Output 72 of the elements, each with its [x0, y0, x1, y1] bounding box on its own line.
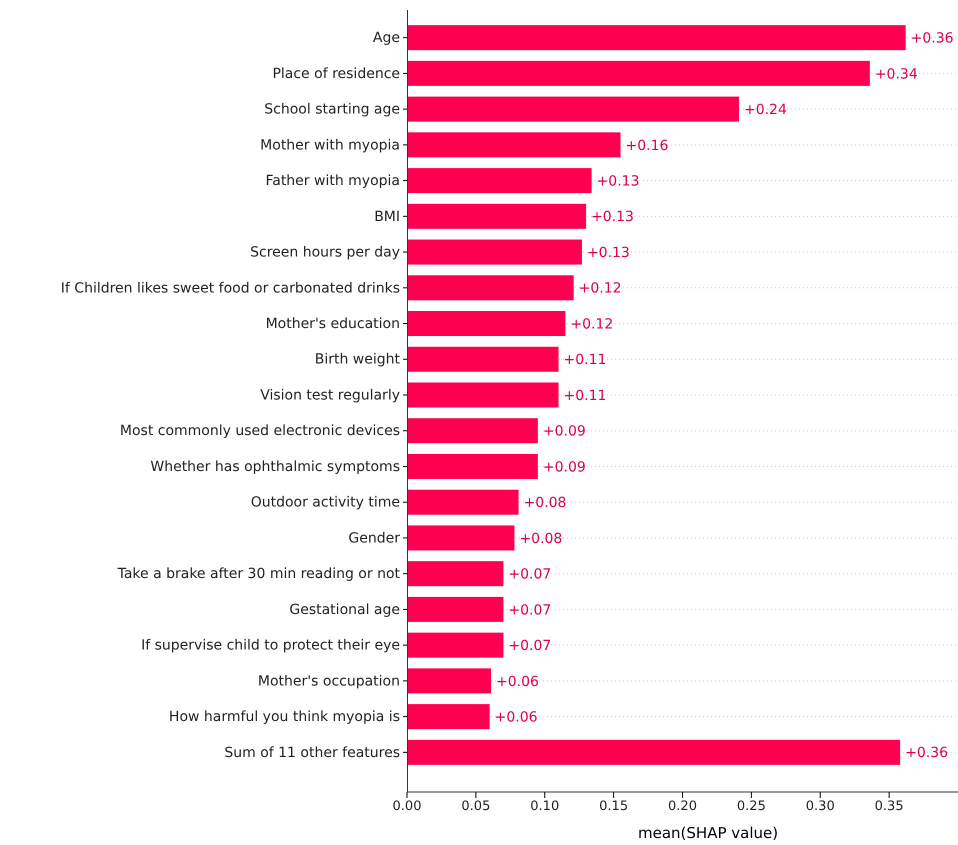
data-label: +0.09	[542, 459, 586, 476]
data-label: +0.36	[910, 30, 954, 47]
data-label: +0.11	[564, 352, 606, 368]
bar	[407, 132, 621, 158]
x-tick-label: 0.10	[530, 799, 560, 814]
data-label: +0.13	[591, 209, 634, 226]
y-tick-label: Most commonly used electronic devices	[120, 423, 400, 440]
data-label: +0.07	[508, 566, 552, 583]
data-label: +0.07	[508, 602, 552, 618]
x-tick-label: 0.25	[736, 799, 766, 814]
y-tick-label: If supervise child to protect their eye	[141, 638, 400, 654]
data-label: +0.34	[874, 66, 918, 82]
y-tick-label: Mother with myopia	[260, 137, 400, 154]
data-label: +0.11	[564, 388, 606, 404]
y-tick-label: Father with myopia	[265, 173, 400, 190]
bar	[407, 454, 538, 479]
x-axis-title: mean(SHAP value)	[638, 824, 778, 842]
bar	[407, 240, 582, 265]
data-label: +0.36	[905, 745, 948, 762]
bar	[407, 96, 739, 122]
bar	[407, 561, 504, 586]
y-tick-label: Whether has ophthalmic symptoms	[150, 458, 400, 475]
y-tick-label: Screen hours per day	[250, 244, 400, 261]
y-tick-label: Birth weight	[314, 352, 401, 368]
y-tick-label: Place of residence	[272, 66, 400, 82]
bar	[407, 168, 592, 194]
bar	[407, 740, 900, 765]
bar	[407, 25, 906, 50]
x-tick-label: 0.20	[668, 799, 697, 814]
bar	[407, 346, 559, 372]
bar	[407, 382, 559, 408]
bar	[407, 525, 514, 550]
y-tick-label: Vision test regularly	[260, 387, 400, 404]
y-tick-label: Age	[372, 30, 400, 46]
data-label: +0.09	[542, 424, 586, 440]
y-tick-label: Outdoor activity time	[250, 494, 400, 511]
y-tick-label: Gestational age	[289, 602, 400, 618]
data-label: +0.08	[524, 495, 566, 512]
bar	[407, 275, 574, 300]
y-tick-label: Take a brake after 30 min reading or not	[116, 566, 401, 582]
bar	[407, 418, 538, 444]
bar	[407, 60, 870, 86]
y-tick-label: If Children likes sweet food or carbonated drinks	[60, 280, 400, 296]
bar	[407, 632, 504, 658]
x-tick-label: 0.15	[599, 799, 628, 814]
y-tick-label: Mother's education	[266, 316, 400, 332]
data-label: +0.08	[519, 530, 562, 547]
bar	[407, 490, 519, 515]
y-tick-label: BMI	[374, 208, 400, 225]
data-label: +0.07	[508, 638, 552, 654]
x-tick-label: 0.35	[874, 799, 904, 814]
bar	[407, 668, 492, 694]
bar	[407, 204, 586, 229]
data-label: +0.06	[496, 674, 540, 690]
data-label: +0.24	[744, 102, 787, 118]
bar	[407, 596, 504, 622]
bar	[407, 704, 490, 730]
data-label: +0.12	[570, 316, 614, 332]
x-tick-label: 0.30	[806, 799, 835, 814]
data-label: +0.12	[578, 280, 622, 297]
y-tick-label: Gender	[348, 530, 400, 546]
x-tick-label: 0.00	[392, 799, 422, 814]
y-tick-label: School starting age	[264, 102, 400, 118]
data-label: +0.16	[626, 138, 669, 154]
y-tick-label: Sum of 11 other features	[224, 744, 400, 761]
data-label: +0.13	[596, 173, 640, 190]
x-tick-label: 0.05	[461, 799, 490, 814]
y-tick-label: Mother's occupation	[258, 673, 400, 690]
bar	[407, 311, 566, 336]
y-tick-label: How harmful you think myopia is	[168, 709, 400, 726]
data-label: +0.13	[586, 244, 630, 261]
data-label: +0.06	[494, 710, 538, 726]
